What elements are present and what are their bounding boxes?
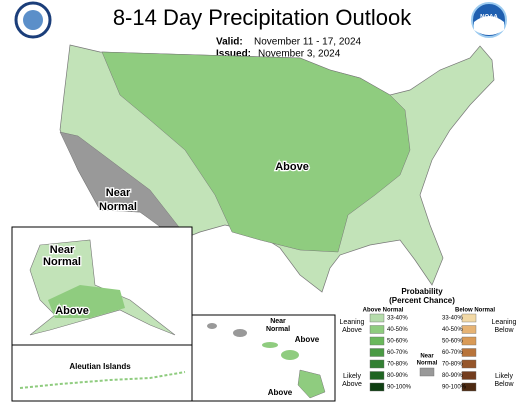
legend-label: 40-50% — [387, 327, 408, 333]
legend-label: 90-100% — [387, 385, 412, 391]
legend-swatch — [369, 313, 385, 323]
noaa-logo-gull — [474, 16, 504, 35]
title: 8-14 Day Precipitation Outlook — [113, 5, 412, 30]
legend-group: Above — [342, 327, 362, 334]
legend-swatch — [461, 313, 477, 323]
legend-subtitle: (Percent Chance) — [389, 296, 455, 305]
legend-group: Likely — [495, 373, 513, 380]
legend-group: Below — [494, 327, 514, 334]
valid-label: Valid: — [216, 37, 243, 48]
issued-label: Issued: — [216, 49, 251, 60]
legend-swatch — [461, 348, 477, 357]
aleutian-islands — [19, 371, 186, 389]
region-label: Near — [270, 318, 286, 325]
legend-swatch — [419, 367, 435, 377]
legend-swatch — [461, 382, 477, 392]
legend-heading: Above Normal — [363, 308, 404, 314]
legend-label: 50-60% — [442, 339, 463, 345]
legend-swatch — [369, 336, 385, 346]
legend-label: 50-60% — [387, 339, 408, 345]
legend-label: 60-70% — [442, 350, 463, 356]
legend-label: 33-40% — [442, 316, 463, 322]
legend-swatch — [461, 371, 477, 380]
legend-label: 90-100% — [442, 385, 467, 391]
legend-group: Below — [494, 381, 514, 388]
legend-label: 70-80% — [387, 362, 408, 368]
issued-value: November 3, 2024 — [258, 49, 341, 60]
hawaii-island — [281, 350, 299, 360]
noaa-logo-text: NOAA — [480, 15, 498, 21]
hawaii-island — [233, 329, 247, 337]
legend-label: 40-50% — [442, 327, 463, 333]
legend-group: Leaning — [492, 319, 517, 326]
aleutian-inset — [11, 344, 193, 402]
hawaii-big-island — [297, 369, 326, 399]
aleutian-label: Aleutian Islands — [69, 362, 131, 371]
hawaii-island — [262, 342, 278, 348]
legend-title: Probability — [401, 287, 443, 296]
legend-swatch — [369, 359, 385, 369]
region-label: Normal — [43, 256, 81, 268]
legend-label: 70-80% — [442, 362, 463, 368]
region-label: Near — [106, 187, 131, 199]
alaska-above — [48, 285, 125, 318]
valid-value: November 11 - 17, 2024 — [254, 37, 362, 48]
legend-swatch — [461, 336, 477, 346]
legend-label: 60-70% — [387, 350, 408, 356]
legend-group: Normal — [417, 361, 438, 367]
region-label: Above — [268, 388, 293, 397]
legend-swatch — [369, 371, 385, 380]
region-label: Near — [50, 244, 75, 256]
conus-above-region — [101, 51, 411, 253]
legend-group: Near — [420, 354, 434, 360]
region-label: Above — [55, 305, 89, 317]
legend-label: 80-90% — [442, 373, 463, 379]
legend-swatch — [369, 382, 385, 392]
doc-logo-inner — [23, 10, 43, 30]
legend-group: Leaning — [340, 319, 365, 326]
legend-group: Above — [342, 381, 362, 388]
legend-swatch — [461, 325, 477, 334]
region-label: Above — [295, 335, 320, 344]
legend-swatch — [369, 348, 385, 357]
hawaii-island — [207, 323, 217, 329]
legend-heading: Below Normal — [455, 308, 495, 314]
legend-group: Likely — [343, 373, 361, 380]
region-label: Normal — [266, 326, 290, 333]
legend-swatch — [369, 325, 385, 334]
legend-label: 33-40% — [387, 316, 408, 322]
region-label: Above — [275, 161, 309, 173]
legend-swatch — [461, 359, 477, 369]
region-label: Normal — [99, 201, 137, 213]
legend-label: 80-90% — [387, 373, 408, 379]
